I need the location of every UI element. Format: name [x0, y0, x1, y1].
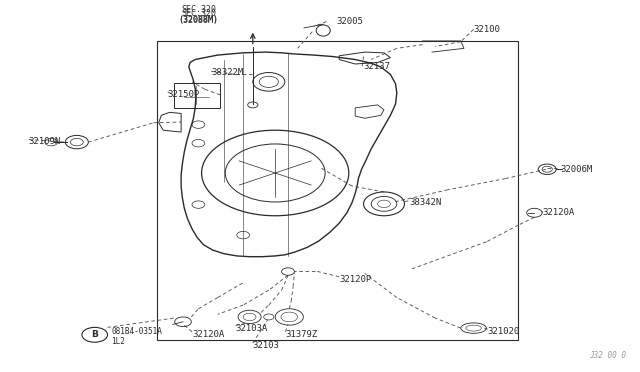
Text: 32103: 32103: [253, 341, 280, 350]
Text: 38322M: 38322M: [211, 68, 243, 77]
Text: 321020: 321020: [488, 327, 520, 336]
Text: 32120A: 32120A: [543, 208, 575, 217]
Text: (32088M): (32088M): [179, 15, 218, 24]
Text: 32150P: 32150P: [168, 90, 200, 99]
Text: J32 00 0: J32 00 0: [589, 351, 626, 360]
Text: 31379Z: 31379Z: [285, 330, 317, 339]
Text: 32005: 32005: [336, 17, 363, 26]
Text: 1L2: 1L2: [111, 337, 125, 346]
Text: 32137: 32137: [363, 62, 390, 71]
Text: 32120A: 32120A: [192, 330, 224, 339]
Text: 32109N: 32109N: [29, 137, 61, 146]
Text: 32006M: 32006M: [560, 165, 592, 174]
Text: 32100: 32100: [474, 25, 500, 34]
Bar: [174, 83, 220, 108]
Text: SEC.320
(32088M): SEC.320 (32088M): [179, 5, 218, 25]
Text: 32103A: 32103A: [236, 324, 268, 333]
Text: 081B4-0351A: 081B4-0351A: [111, 327, 162, 336]
Text: SEC.320: SEC.320: [181, 9, 216, 17]
Text: B: B: [92, 330, 98, 339]
Text: 32120P: 32120P: [339, 275, 371, 283]
Text: 38342N: 38342N: [410, 198, 442, 207]
